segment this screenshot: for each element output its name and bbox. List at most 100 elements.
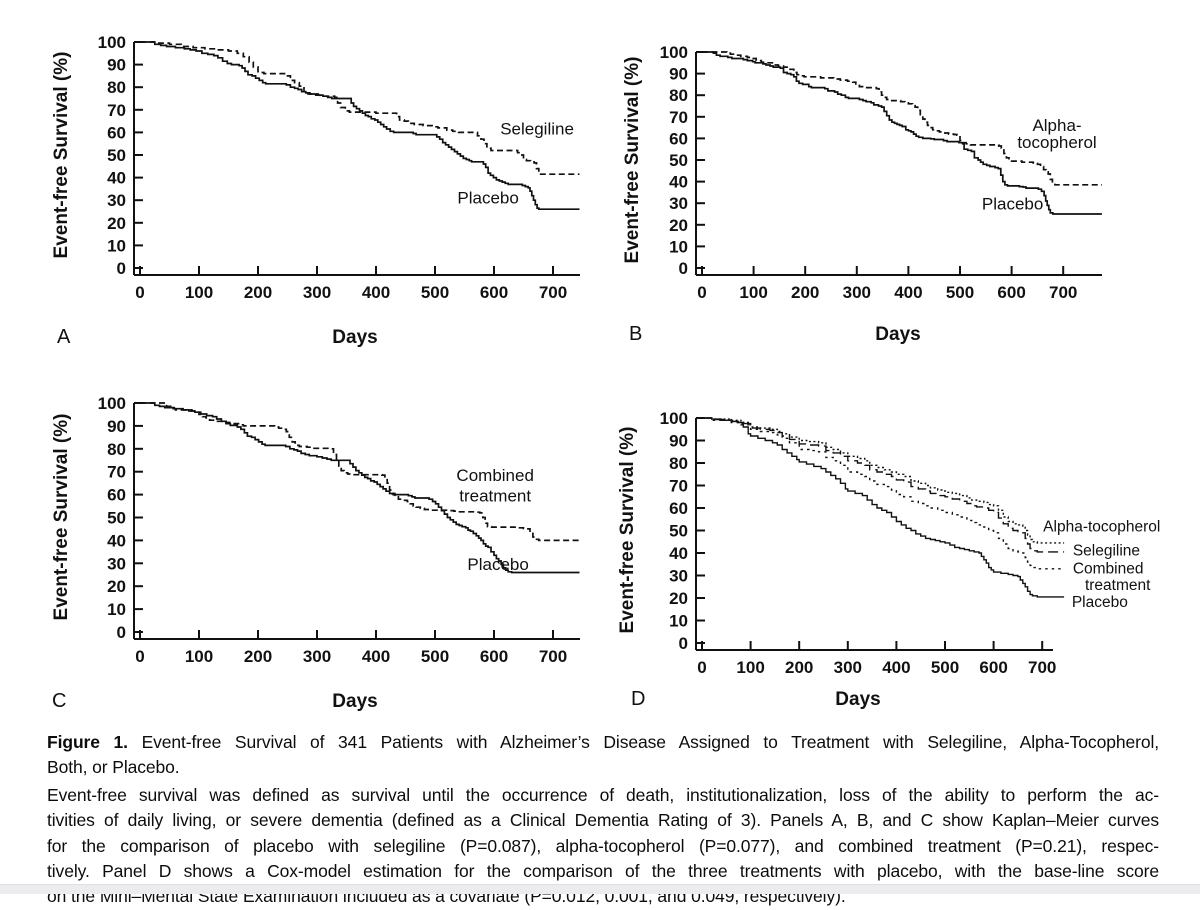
series-selegiline [140,41,580,176]
series-alpha-tocopherol [702,417,1065,544]
y-tick-label: 60 [107,123,126,142]
x-tick-label: 300 [303,647,331,666]
y-tick-label: 70 [107,463,126,482]
curve-label-alpha-tocopherol: Alpha-tocopherol [1043,519,1160,536]
y-tick-label: 30 [669,567,688,586]
curve-label-placebo: Placebo [982,195,1043,214]
y-tick-label: 40 [669,173,688,192]
caption-body-line: tivities of daily living, or severe deme… [47,810,1159,831]
y-tick-label: 30 [669,194,688,213]
x-tick-label: 100 [185,647,213,666]
caption-title-line-1: Figure 1. Event-free Survival of 341 Pat… [47,730,1159,755]
curve-label-selegiline: Selegiline [500,120,574,139]
y-tick-label: 0 [679,634,688,653]
x-tick-label: 600 [979,658,1007,677]
caption-body-line: tively. Panel D shows a Cox-model estima… [47,861,1159,882]
curve-label-treatment: treatment [1085,577,1151,594]
x-axis-title: Days [875,324,920,345]
x-tick-label: 100 [736,658,764,677]
y-tick-label: 100 [98,33,126,52]
caption-body-line: for the comparison of placebo with seleg… [47,835,1159,856]
curve-label-placebo: Placebo [457,189,518,208]
y-tick-label: 60 [107,486,126,505]
x-tick-label: 100 [185,283,213,302]
caption-title-line-2: Both, or Placebo. [47,757,180,778]
series-combined-treatment [702,417,1065,570]
x-tick-label: 400 [362,647,390,666]
x-tick-label: 500 [421,283,449,302]
x-tick-label: 700 [1049,283,1077,302]
x-tick-label: 0 [135,283,144,302]
y-tick-label: 30 [107,554,126,573]
x-tick-label: 600 [997,283,1025,302]
x-tick-label: 300 [843,283,871,302]
y-tick-label: 80 [107,78,126,97]
y-tick-label: 90 [669,432,688,451]
curve-label-combined: Combined [456,466,534,485]
x-axis-title: Days [332,691,377,712]
y-tick-label: 20 [107,214,126,233]
y-tick-label: 40 [107,169,126,188]
x-tick-label: 200 [791,283,819,302]
y-tick-label: 70 [669,477,688,496]
caption-title: Figure 1. Event-free Survival of 341 Pat… [47,730,1159,781]
y-tick-label: 20 [669,589,688,608]
y-tick-label: 100 [98,394,126,413]
curve-label-alpha-: Alpha- [1032,116,1081,135]
x-tick-label: 100 [739,283,767,302]
curve-label-placebo: Placebo [1072,594,1128,611]
x-tick-label: 500 [946,283,974,302]
y-tick-label: 10 [107,236,126,255]
y-tick-label: 40 [107,531,126,550]
figure-caption: Figure 1. Event-free Survival of 341 Pat… [47,730,1159,910]
y-tick-label: 50 [669,151,688,170]
x-tick-label: 700 [1028,658,1056,677]
x-tick-label: 500 [421,647,449,666]
caption-body-line: Event-free survival was defined as survi… [47,784,1159,805]
series-placebo [140,41,580,211]
caption-title-text: Event-free Survival of 341 Patients with… [141,732,1160,752]
y-tick-label: 90 [107,417,126,436]
curve-label-treatment: treatment [459,486,531,505]
x-tick-label: 600 [480,647,508,666]
panel-letter: D [631,688,645,710]
curve-label-tocopherol: tocopherol [1017,133,1096,152]
series-alpha-tocopherol [702,51,1102,186]
y-tick-label: 0 [117,259,126,278]
x-tick-label: 500 [931,658,959,677]
x-tick-label: 0 [697,658,706,677]
x-tick-label: 700 [539,283,567,302]
figure-label: Figure 1. [47,732,128,752]
x-tick-label: 400 [882,658,910,677]
series-placebo [140,402,580,574]
y-tick-label: 50 [669,522,688,541]
y-tick-label: 0 [679,259,688,278]
x-tick-label: 600 [480,283,508,302]
y-tick-label: 100 [660,409,688,428]
curve-label-combined: Combined [1073,560,1144,577]
y-tick-label: 80 [107,440,126,459]
y-tick-label: 60 [669,499,688,518]
panel-B: 0 10 20 30 40 50 60 70 80 90 100 0 100 200 300 400 500 60… [600,10,1200,362]
y-tick-label: 100 [660,43,688,62]
y-tick-label: 80 [669,86,688,105]
y-tick-label: 70 [107,101,126,120]
panel-C: 0 10 20 30 40 50 60 70 80 90 100 0 100 200 300 400 500 60… [35,385,610,725]
y-axis-title: Event-free Survival (%) [51,414,72,621]
y-tick-label: 70 [669,108,688,127]
series-placebo [702,417,1065,598]
y-tick-label: 0 [117,623,126,642]
x-tick-label: 200 [244,647,272,666]
x-tick-label: 0 [135,647,144,666]
panel-C-chart: 0 10 20 30 40 50 60 70 80 90 100 0 100 200 300 400 500 60… [51,394,580,712]
x-tick-label: 700 [539,647,567,666]
series-placebo [702,51,1102,215]
y-tick-label: 10 [107,600,126,619]
y-tick-label: 10 [669,612,688,631]
curve-label-selegiline: Selegiline [1073,542,1140,559]
x-tick-label: 300 [303,283,331,302]
x-axis-title: Days [835,689,880,710]
scrollbar-track[interactable] [0,884,1200,894]
panel-B-chart: 0 10 20 30 40 50 60 70 80 90 100 0 100 200 300 400 500 60… [622,43,1102,345]
